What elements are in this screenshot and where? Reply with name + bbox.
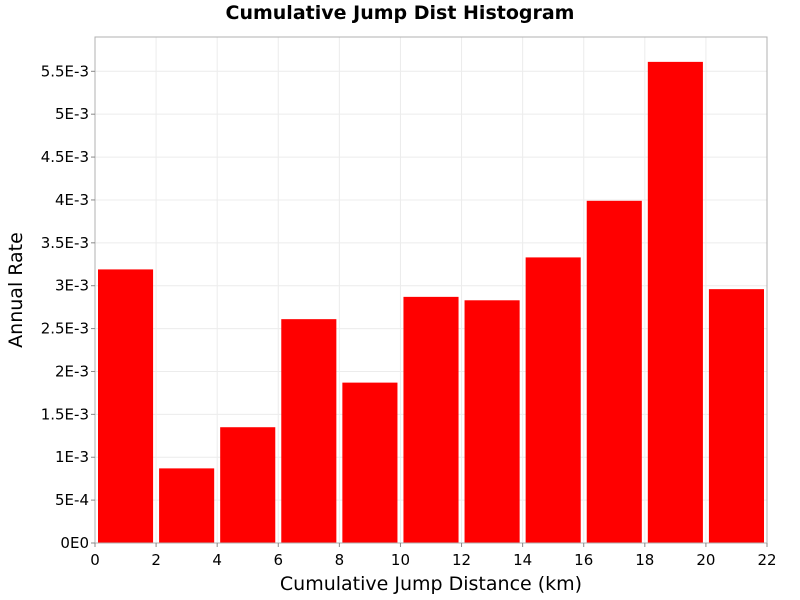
histogram-bar — [586, 200, 642, 544]
y-tick-label: 2.5E-3 — [41, 320, 89, 338]
x-tick-label: 12 — [452, 551, 471, 569]
chart-title: Cumulative Jump Dist Histogram — [225, 2, 575, 24]
y-tick-label: 5E-3 — [55, 105, 89, 123]
x-tick-label: 14 — [513, 551, 532, 569]
x-axis: 0 2 4 6 8 10 12 14 16 18 20 22 — [90, 543, 777, 569]
y-tick-label: 3E-3 — [55, 277, 89, 295]
histogram-bar — [342, 382, 398, 543]
x-tick-label: 8 — [335, 551, 345, 569]
histogram-bar — [220, 427, 276, 543]
bars-group — [98, 61, 764, 544]
x-tick-label: 18 — [635, 551, 654, 569]
x-axis-label: Cumulative Jump Distance (km) — [280, 573, 582, 595]
y-tick-label: 1E-3 — [55, 448, 89, 466]
x-tick-label: 2 — [151, 551, 161, 569]
x-tick-label: 22 — [757, 551, 776, 569]
y-tick-label: 5E-4 — [55, 491, 89, 509]
y-tick-label: 5.5E-3 — [41, 62, 89, 80]
histogram-bar — [98, 269, 154, 543]
histogram-bar — [647, 61, 703, 543]
y-axis: 0E0 5E-4 1E-3 1.5E-3 2E-3 2.5E-3 3E-3 3.5E-3 4E-… — [41, 62, 95, 552]
plot-frame — [94, 36, 768, 544]
histogram-bar — [525, 257, 581, 543]
y-tick-label: 0E0 — [60, 534, 89, 552]
x-tick-label: 10 — [391, 551, 410, 569]
histogram-bar — [403, 296, 459, 543]
x-tick-label: 4 — [212, 551, 222, 569]
histogram-bar — [159, 468, 215, 543]
y-tick-label: 3.5E-3 — [41, 234, 89, 252]
histogram-bar — [464, 300, 520, 543]
x-tick-label: 20 — [696, 551, 715, 569]
y-tick-label: 1.5E-3 — [41, 405, 89, 423]
histogram-bar — [281, 319, 337, 543]
y-tick-label: 2E-3 — [55, 362, 89, 380]
y-tick-label: 4.5E-3 — [41, 148, 89, 166]
x-tick-label: 16 — [574, 551, 593, 569]
histogram-bar — [708, 289, 764, 543]
y-axis-label: Annual Rate — [5, 232, 27, 348]
x-tick-label: 0 — [90, 551, 100, 569]
x-tick-label: 6 — [273, 551, 283, 569]
y-tick-label: 4E-3 — [55, 191, 89, 209]
